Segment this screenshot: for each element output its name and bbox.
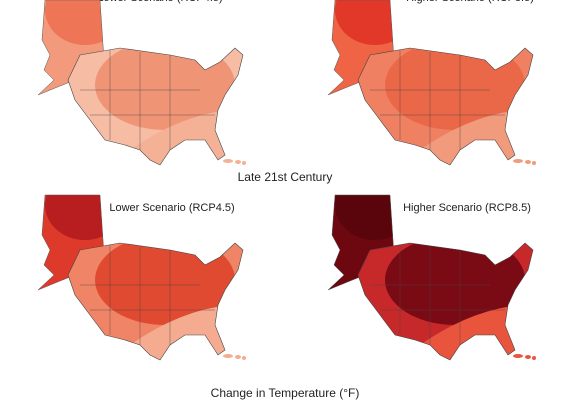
panel-title: Lower Scenario (RCP4.5) xyxy=(109,202,234,214)
hawaii xyxy=(242,161,246,165)
panel-title: Higher Scenario (RCP8.5) xyxy=(406,0,534,4)
panel-title: Higher Scenario (RCP8.5) xyxy=(403,202,531,214)
map xyxy=(37,194,246,361)
hawaii xyxy=(235,160,241,164)
hawaii xyxy=(513,159,523,163)
hawaii xyxy=(532,161,536,165)
hawaii xyxy=(513,354,523,358)
panel-title: Lower Scenario (RCP4.5) xyxy=(97,0,222,4)
hawaii xyxy=(242,356,246,360)
hawaii xyxy=(532,356,536,360)
map xyxy=(327,194,536,361)
hawaii xyxy=(223,159,233,163)
hawaii xyxy=(525,160,531,164)
hawaii xyxy=(235,355,241,359)
hawaii xyxy=(525,355,531,359)
legend-title: Change in Temperature (°F) xyxy=(211,386,360,400)
map xyxy=(37,0,246,166)
map xyxy=(327,0,536,166)
section-title: Late 21st Century xyxy=(238,170,333,184)
hawaii xyxy=(223,354,233,358)
